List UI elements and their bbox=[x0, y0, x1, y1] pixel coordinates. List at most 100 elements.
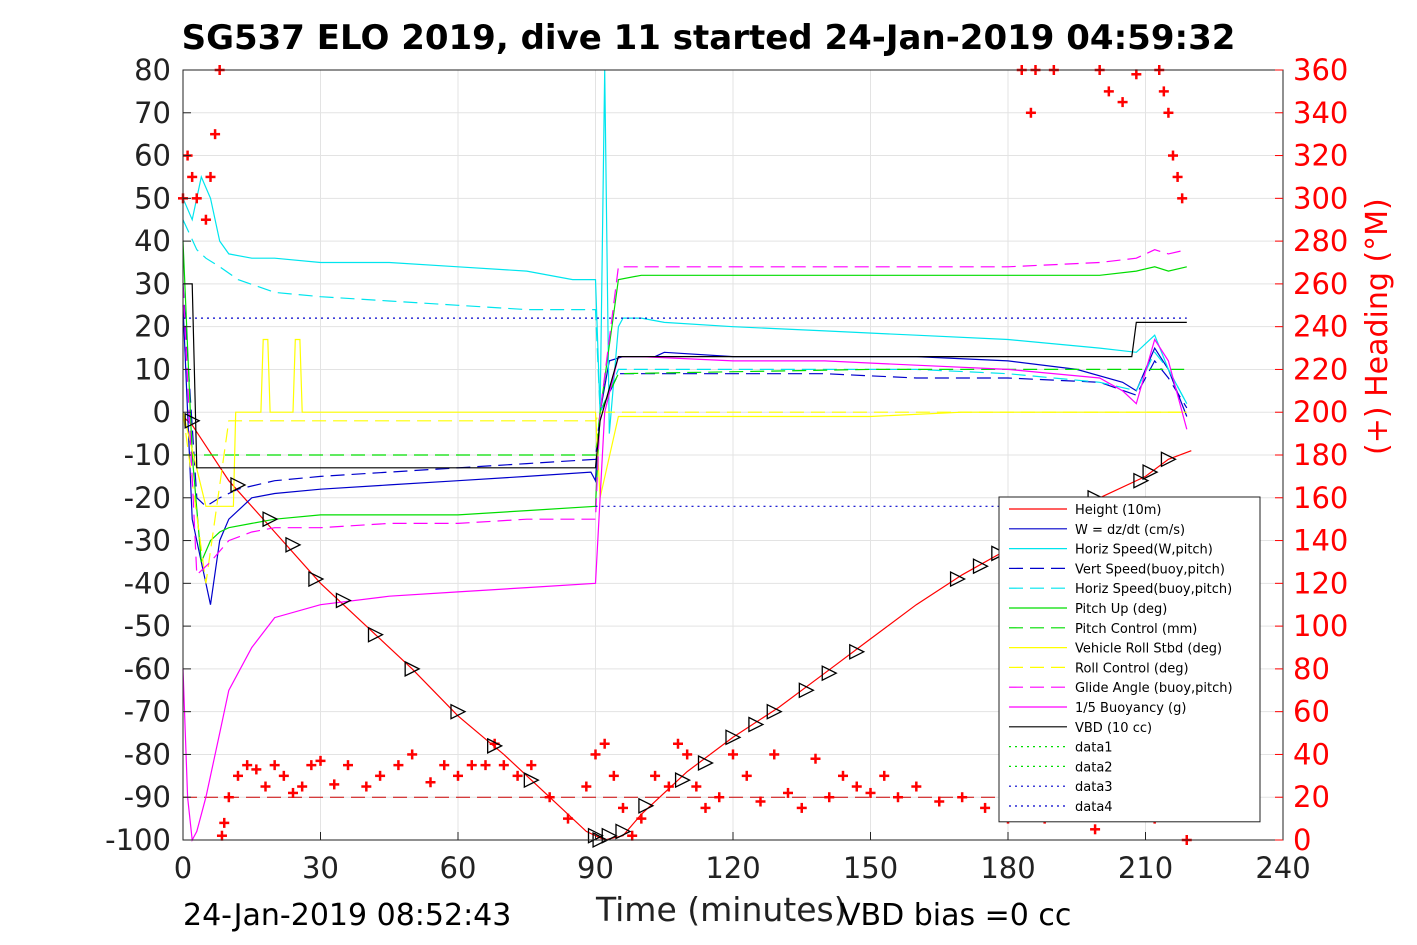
y-tick-label: -30 bbox=[124, 524, 171, 558]
y-tick-label: -60 bbox=[124, 652, 171, 686]
legend-label: Pitch Control (mm) bbox=[1075, 622, 1197, 637]
heading-point bbox=[563, 813, 573, 824]
legend-label: data3 bbox=[1075, 780, 1113, 795]
heading-point bbox=[512, 770, 523, 781]
footer-timestamp: 24-Jan-2019 08:52:43 bbox=[183, 898, 512, 933]
heading-point bbox=[934, 796, 945, 807]
heading-point bbox=[663, 781, 674, 792]
series-line-10 bbox=[182, 338, 1188, 842]
heading-point bbox=[599, 738, 610, 749]
heading-point bbox=[278, 770, 289, 781]
series-line-2 bbox=[182, 69, 1188, 434]
height-marker bbox=[972, 558, 989, 575]
height-marker bbox=[450, 703, 467, 720]
height-marker bbox=[1142, 464, 1159, 481]
height-marker bbox=[1160, 451, 1177, 468]
heading-point bbox=[219, 817, 230, 828]
height-marker bbox=[849, 643, 866, 660]
height-marker bbox=[798, 682, 815, 699]
y-right-tick-label: 20 bbox=[1293, 780, 1330, 814]
series-line-7 bbox=[182, 338, 1187, 507]
height-marker bbox=[230, 476, 247, 493]
heading-point bbox=[879, 770, 890, 781]
series-line-8 bbox=[182, 411, 1187, 584]
right-y-axis-label: (+) Heading (°M) bbox=[1360, 198, 1395, 455]
y-right-tick-label: 300 bbox=[1293, 181, 1348, 215]
y-tick-label: 30 bbox=[134, 267, 171, 301]
heading-point bbox=[865, 787, 876, 798]
heading-point bbox=[439, 760, 450, 771]
x-tick-label: 210 bbox=[1118, 851, 1173, 885]
legend-label: 1/5 Buoyancy (g) bbox=[1075, 701, 1186, 716]
series-line-11 bbox=[183, 283, 1187, 469]
heading-point bbox=[453, 770, 463, 781]
y-right-tick-label: 80 bbox=[1293, 652, 1330, 686]
y-tick-label: 40 bbox=[134, 224, 171, 258]
heading-point bbox=[851, 781, 862, 792]
legend-label: Roll Control (deg) bbox=[1075, 661, 1189, 676]
legend: Height (10m) W = dz/dt (cm/s) Horiz Speed(… bbox=[998, 496, 1261, 823]
heading-point bbox=[627, 830, 638, 841]
y-tick-label: 80 bbox=[134, 53, 171, 87]
y-right-tick-label: 200 bbox=[1293, 395, 1348, 429]
heading-point bbox=[329, 779, 340, 790]
footer-vbd-bias: VBD bias =0 cc bbox=[840, 898, 1072, 933]
y-tick-label: -20 bbox=[124, 481, 171, 515]
x-tick-label: 60 bbox=[440, 851, 477, 885]
y-tick-label: 50 bbox=[134, 181, 171, 215]
x-tick-label: 150 bbox=[843, 851, 898, 885]
heading-point bbox=[297, 781, 308, 792]
height-marker bbox=[1133, 472, 1150, 489]
y-right-tick-label: 320 bbox=[1293, 139, 1348, 173]
y-right-tick-label: 140 bbox=[1293, 524, 1348, 558]
height-marker bbox=[615, 823, 632, 840]
heading-point bbox=[590, 749, 601, 760]
height-marker bbox=[638, 797, 655, 814]
heading-point bbox=[223, 792, 234, 803]
heading-point bbox=[755, 796, 766, 807]
heading-point bbox=[216, 830, 227, 841]
y-tick-label: -50 bbox=[124, 609, 171, 643]
y-tick-label: -100 bbox=[105, 823, 171, 857]
heading-point bbox=[393, 760, 404, 771]
heading-point bbox=[769, 749, 780, 760]
heading-point bbox=[1168, 150, 1178, 161]
height-marker bbox=[262, 511, 279, 528]
heading-point bbox=[233, 770, 243, 781]
legend-label: data4 bbox=[1075, 800, 1113, 815]
heading-point bbox=[824, 792, 835, 803]
heading-point bbox=[466, 760, 477, 771]
axis-ticks: 0 30 60 90 120 150 180 210 24080706050403020100-… bbox=[105, 53, 1348, 885]
heading-point bbox=[636, 813, 647, 824]
height-marker bbox=[335, 592, 352, 609]
height-marker bbox=[725, 729, 742, 746]
heading-point bbox=[810, 753, 821, 764]
heading-point bbox=[526, 760, 537, 771]
height-marker bbox=[404, 660, 421, 677]
heading-point bbox=[980, 802, 991, 813]
heading-point bbox=[796, 802, 807, 813]
heading-point bbox=[1163, 107, 1174, 118]
chart-title: SG537 ELO 2019, dive 11 started 24-Jan-2… bbox=[181, 18, 1236, 58]
y-right-tick-label: 120 bbox=[1293, 566, 1348, 600]
heading-point bbox=[682, 749, 693, 760]
heading-point bbox=[608, 770, 619, 781]
legend-label: VBD (10 cc) bbox=[1075, 721, 1152, 736]
height-marker bbox=[601, 827, 618, 844]
y-tick-label: 0 bbox=[153, 395, 171, 429]
heading-point bbox=[210, 129, 221, 140]
height-marker bbox=[367, 626, 384, 643]
x-axis-label: Time (minutes) bbox=[596, 890, 847, 929]
heading-point bbox=[1090, 824, 1101, 835]
y-right-tick-label: 340 bbox=[1293, 96, 1348, 130]
heading-point bbox=[498, 760, 509, 771]
legend-label: Horiz Speed(buoy,pitch) bbox=[1075, 582, 1232, 597]
legend-label: Horiz Speed(W,pitch) bbox=[1075, 543, 1213, 558]
height-marker bbox=[523, 772, 540, 789]
height-marker bbox=[766, 703, 783, 720]
heading-point bbox=[1158, 86, 1169, 97]
heading-point bbox=[544, 792, 555, 803]
heading-point bbox=[1025, 107, 1036, 118]
y-right-tick-label: 240 bbox=[1293, 310, 1348, 344]
